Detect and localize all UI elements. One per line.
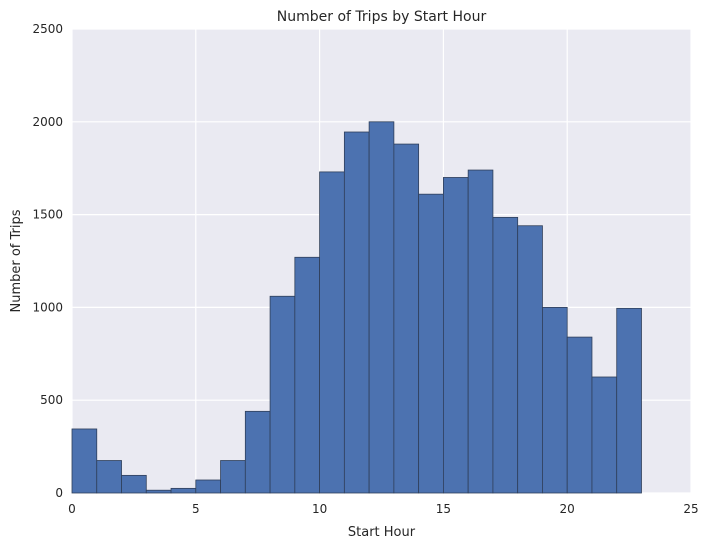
histogram-bar (294, 256, 320, 494)
x-tick-label: 25 (683, 502, 698, 516)
y-tick-label: 1000 (32, 300, 63, 314)
x-axis-label: Start Hour (348, 525, 416, 540)
chart-title: Number of Trips by Start Hour (277, 9, 487, 25)
bars (71, 121, 642, 494)
histogram-bar (96, 460, 122, 494)
x-tick-label: 0 (68, 502, 76, 516)
y-tick-label: 500 (40, 393, 63, 407)
histogram-bar (467, 169, 494, 494)
y-axis-label: Number of Trips (9, 209, 24, 312)
y-tick-label: 1500 (32, 208, 63, 222)
histogram-bar (492, 216, 519, 494)
histogram-bar (244, 410, 271, 494)
histogram-bar (418, 193, 444, 494)
histogram-bar (542, 306, 568, 494)
x-tick-label: 15 (436, 502, 451, 516)
histogram-bar (170, 487, 197, 494)
histogram-bar (368, 121, 395, 494)
y-tick-label: 2000 (32, 115, 63, 129)
histogram-bar (393, 143, 420, 494)
y-tick-label: 2500 (32, 22, 63, 36)
histogram-bar (442, 177, 469, 494)
histogram-bar (319, 171, 345, 494)
x-tick-label: 10 (312, 502, 327, 516)
histogram-bar (121, 474, 147, 494)
histogram-bar (566, 336, 593, 494)
y-tick-label: 0 (55, 486, 63, 500)
y-tick-labels: 0 500 1000 1500 2000 2500 (32, 22, 63, 500)
x-tick-label: 20 (560, 502, 575, 516)
histogram-bar (195, 479, 221, 494)
histogram-bar (343, 131, 370, 494)
x-tick-label: 5 (192, 502, 200, 516)
histogram-bar (220, 460, 246, 494)
x-tick-labels: 0 5 10 15 20 25 (68, 502, 698, 516)
histogram-bar (269, 295, 296, 494)
histogram-bar (71, 428, 98, 494)
histogram-bar (145, 489, 172, 494)
histogram-bar (591, 376, 618, 494)
histogram-bar (517, 225, 543, 494)
histogram-bar (616, 307, 642, 494)
